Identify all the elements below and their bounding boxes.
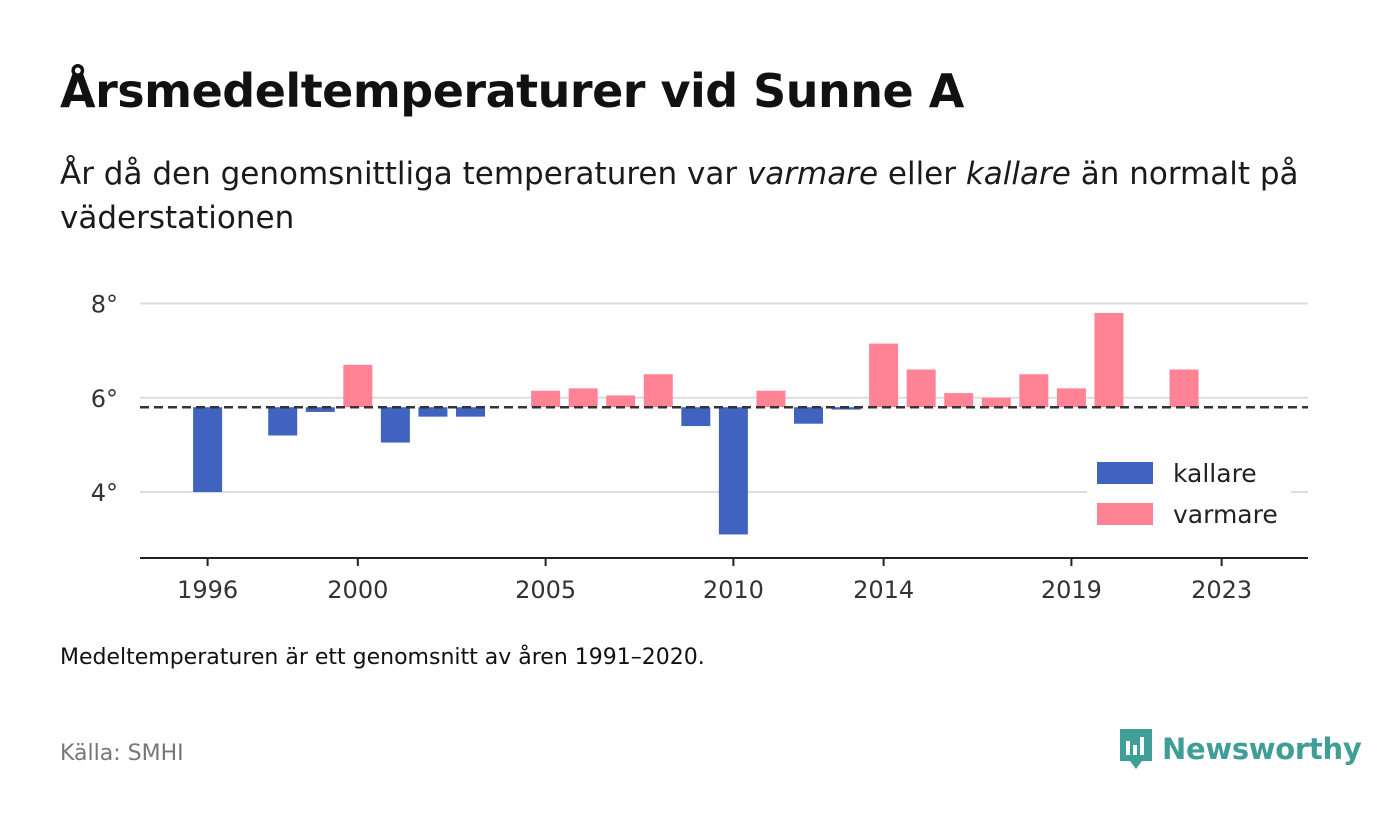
legend-label-kallare: kallare [1173,459,1257,488]
bar-kallare-2010 [718,407,748,535]
subtitle-part2: eller [878,156,966,192]
chart-subtitle: År då den genomsnittliga temperaturen va… [60,152,1340,240]
newsworthy-chart-icon [1120,729,1152,769]
bar-varmare-2007 [606,395,636,408]
bar-kallare-1998 [268,407,298,436]
bar-kallare-2002 [418,407,448,417]
subtitle-part1: År då den genomsnittliga temperaturen va… [60,156,747,192]
bar-varmare-2006 [568,388,598,408]
bar-kallare-2003 [455,407,485,417]
bar-varmare-2022 [1169,369,1199,408]
subtitle-part3: än normalt på väderstationen [60,156,1299,236]
bar-varmare-2000 [343,364,373,408]
y-tick-label: 8° [91,291,118,319]
legend-label-varmare: varmare [1173,500,1278,529]
x-tick-label: 2014 [853,576,914,604]
y-tick-label: 4° [91,479,118,507]
x-tick-label: 2010 [703,576,764,604]
legend-swatch-kallare [1097,462,1153,484]
source-label: Källa: SMHI [60,741,184,766]
bar-kallare-1996 [193,407,223,493]
bar-varmare-2014 [869,343,899,408]
temperature-bar-chart: 4° 6° 8° 1996 2000 2005 2010 2014 2019 2023 kallar… [91,291,1308,604]
bar-varmare-2019 [1056,388,1086,408]
bar-kallare-2009 [681,407,711,427]
x-tick-label: 2000 [327,576,388,604]
y-tick-label: 6° [91,385,118,413]
bar-varmare-2015 [906,369,936,408]
x-tick-label: 2005 [515,576,576,604]
subtitle-cold: kallare [965,156,1071,192]
x-tick-label: 2019 [1041,576,1102,604]
newsworthy-logo: Newsworthy [1118,727,1362,771]
chart-title: Årsmedeltemperaturer vid Sunne A [60,64,964,118]
bar-kallare-2012 [794,407,824,424]
x-tick-label: 1996 [177,576,238,604]
legend-swatch-varmare [1097,503,1153,525]
subtitle-warm: varmare [746,156,879,192]
bar-kallare-1999 [305,407,335,412]
bar-varmare-2016 [944,393,974,408]
bar-varmare-2017 [981,397,1011,408]
bar-varmare-2008 [643,374,673,408]
bar-varmare-2011 [756,390,786,408]
bar-varmare-2018 [1019,374,1049,408]
x-tick-label: 2023 [1191,576,1252,604]
brand-name: Newsworthy [1162,732,1362,766]
bar-kallare-2001 [380,407,410,443]
footnote: Medeltemperaturen är ett genomsnitt av å… [60,645,705,670]
bar-varmare-2020 [1094,312,1124,408]
bar-varmare-2005 [531,390,561,408]
